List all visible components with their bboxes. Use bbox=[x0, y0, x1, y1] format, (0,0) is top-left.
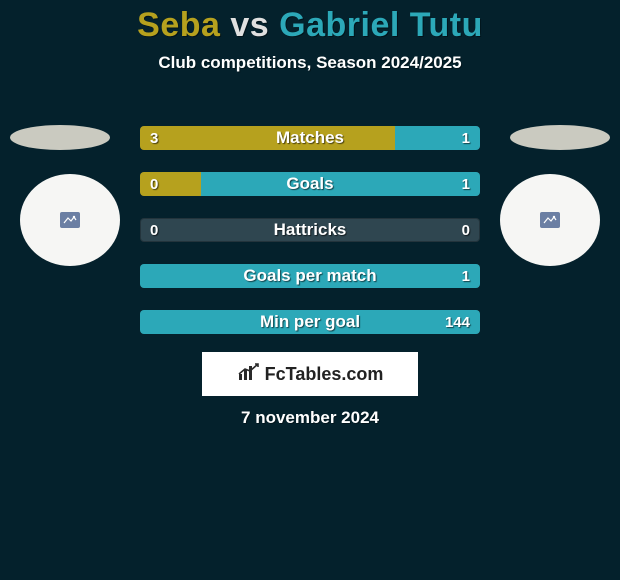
stat-value-p2: 0 bbox=[462, 218, 470, 242]
stat-bar-p2-fill bbox=[140, 310, 480, 334]
fctables-logo-icon bbox=[237, 362, 261, 387]
stat-bar-p2-fill bbox=[201, 172, 480, 196]
stat-bar-p2-fill bbox=[395, 126, 480, 150]
logo-text-prefix: Fc bbox=[265, 364, 286, 384]
stat-value-p1: 0 bbox=[150, 218, 158, 242]
subtitle: Club competitions, Season 2024/2025 bbox=[0, 53, 620, 73]
player1-avatar-placeholder bbox=[20, 174, 120, 266]
fctables-logo-text: FcTables.com bbox=[265, 364, 384, 385]
stat-bar-p1-fill bbox=[140, 126, 395, 150]
stat-row: Hattricks0 0 bbox=[140, 218, 480, 242]
platform-left bbox=[10, 125, 110, 150]
stat-row: Matches31 bbox=[140, 126, 480, 150]
stat-row: Goals01 bbox=[140, 172, 480, 196]
comparison-bars-panel: Matches31 Goals01 Hattricks0 0 Goals per mat… bbox=[140, 126, 480, 356]
comparison-title: Seba vs Gabriel Tutu bbox=[0, 0, 620, 45]
stat-row: Goals per match1 bbox=[140, 264, 480, 288]
player2-avatar-placeholder bbox=[500, 174, 600, 266]
platform-right bbox=[510, 125, 610, 150]
stat-bar-p1-fill bbox=[140, 172, 201, 196]
fctables-logo-box: FcTables.com bbox=[202, 352, 418, 396]
title-player2: Gabriel Tutu bbox=[279, 6, 483, 44]
title-vs: vs bbox=[230, 6, 269, 44]
snapshot-date: 7 november 2024 bbox=[0, 408, 620, 428]
player2-placeholder-icon bbox=[540, 212, 560, 228]
stat-row: Min per goal144 bbox=[140, 310, 480, 334]
stat-label: Hattricks bbox=[140, 218, 480, 242]
title-player1: Seba bbox=[137, 6, 220, 44]
stat-bar-p2-fill bbox=[140, 264, 480, 288]
logo-text-suffix: Tables.com bbox=[286, 364, 384, 384]
player1-placeholder-icon bbox=[60, 212, 80, 228]
